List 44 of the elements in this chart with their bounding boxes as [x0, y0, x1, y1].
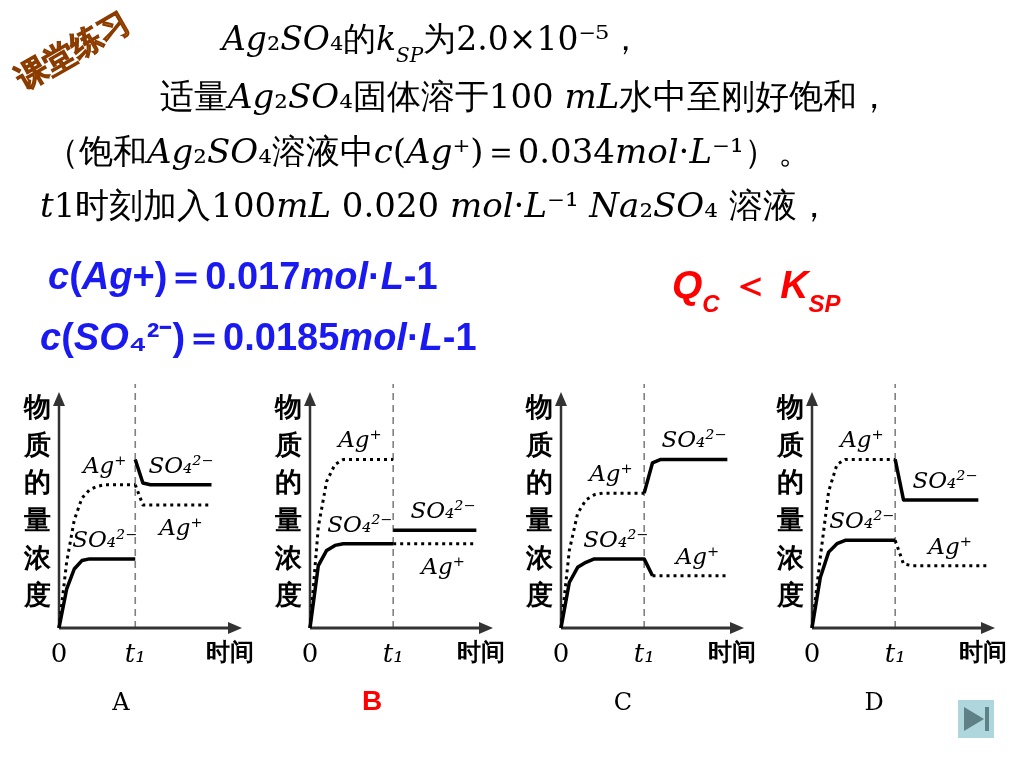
- series-label: SO₄²⁻: [661, 426, 727, 453]
- text: Q$_{C}$ ＜ K$_{SP}$: [672, 263, 842, 317]
- text: Ag₂SO₄的k$_{SP}$为2.0×10⁻⁵，: [219, 19, 643, 67]
- series-label: SO₄²⁻: [72, 525, 138, 552]
- series-label: Ag⁺: [157, 513, 203, 540]
- series-label: SO₄²⁻: [410, 497, 476, 524]
- series-label: Ag⁺: [419, 552, 465, 579]
- text: B: [361, 685, 383, 716]
- x-tick-label: 0: [50, 638, 68, 668]
- series-label: Ag⁺: [926, 532, 972, 559]
- text: t1时刻加入100mL 0.020 mol·L⁻¹ Na₂SO₄ 溶液，: [40, 185, 831, 225]
- text: （饱和Ag₂SO₄溶液中c(Ag⁺)＝0.034mol·L⁻¹）。: [45, 131, 812, 171]
- x-tick-label: 0: [301, 638, 319, 668]
- text: C: [613, 688, 633, 716]
- series-label: SO₄²⁻: [583, 525, 649, 552]
- text: c(SO₄²⁻)＝0.0185mol·L-1: [40, 316, 477, 358]
- x-tick-label: t₁: [633, 638, 655, 668]
- text: A: [111, 688, 131, 716]
- x-axis-title: 时间: [206, 637, 254, 666]
- text: c(Ag+)＝0.017mol·L-1: [48, 255, 438, 297]
- series-label: SO₄²⁻: [327, 510, 393, 537]
- series-label: SO₄²⁻: [829, 507, 895, 534]
- x-axis-title: 时间: [959, 637, 1007, 666]
- series-label: Ag⁺: [838, 426, 884, 453]
- series-label: Ag⁺: [336, 426, 382, 453]
- y-axis-title: 物质的量浓度: [22, 391, 51, 611]
- x-tick-label: t₁: [884, 638, 906, 668]
- series-label: SO₄²⁻: [148, 451, 214, 478]
- series-label: SO₄²⁻: [912, 466, 978, 493]
- series-label: Ag⁺: [81, 451, 127, 478]
- x-tick-label: t₁: [382, 638, 404, 668]
- y-axis-title: 物质的量浓度: [273, 391, 302, 611]
- series-label: Ag⁺: [673, 542, 720, 569]
- x-axis-title: 时间: [708, 637, 756, 666]
- x-tick-label: 0: [552, 638, 570, 668]
- text: D: [864, 688, 884, 716]
- y-axis-title: 物质的量浓度: [524, 391, 553, 611]
- series-label: Ag⁺: [587, 460, 633, 487]
- y-axis-title: 物质的量浓度: [775, 391, 804, 611]
- x-axis-title: 时间: [457, 637, 505, 666]
- x-tick-label: 0: [803, 638, 821, 668]
- text: 适量Ag₂SO₄固体溶于100 mL水中至刚好饱和，: [160, 76, 892, 116]
- text: 课堂练习: [8, 2, 135, 97]
- x-tick-label: t₁: [124, 638, 146, 668]
